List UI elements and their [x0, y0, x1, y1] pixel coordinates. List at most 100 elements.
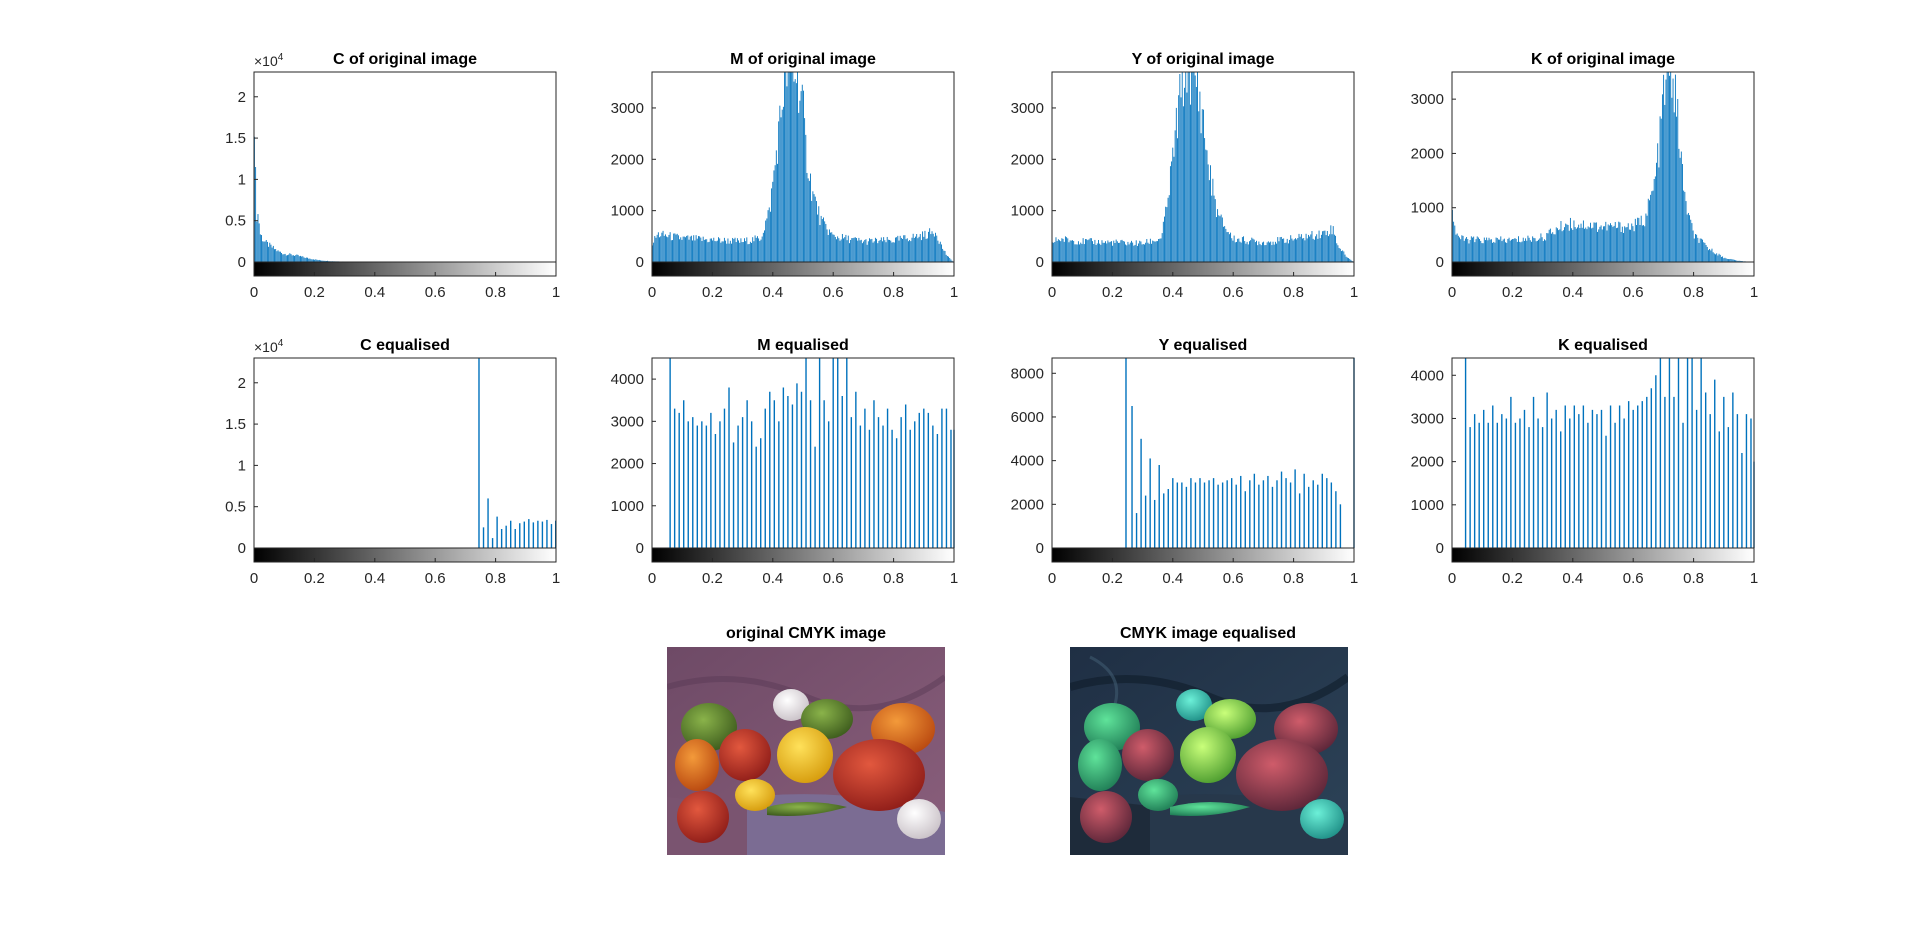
histogram-bar [1738, 260, 1740, 262]
histogram-bar [1703, 242, 1705, 262]
y-tick-label: 1000 [1011, 203, 1044, 220]
histogram-bar [1572, 229, 1574, 262]
x-tick-label: 0.4 [762, 570, 783, 587]
histogram-bar [1061, 238, 1063, 262]
histogram-bar [897, 235, 899, 262]
panel-title: M equalised [757, 337, 849, 354]
histogram-bar [777, 163, 778, 262]
histogram-bar [271, 247, 273, 262]
histogram-bar [296, 254, 298, 262]
histogram-bar [662, 230, 664, 262]
histogram-bar [1591, 228, 1593, 262]
histogram-bar [1063, 241, 1065, 262]
histogram-bar [782, 106, 784, 262]
histogram-bar [1650, 194, 1652, 262]
histogram-bar [790, 72, 791, 262]
histogram-bar [854, 237, 856, 262]
histogram-bar [788, 72, 790, 262]
histogram-bar [1158, 239, 1160, 262]
histogram-bar [762, 232, 764, 262]
x-tick-label: 1 [1350, 570, 1358, 587]
histogram-bar [1613, 225, 1615, 262]
histogram-bar [1246, 241, 1248, 262]
histogram-bar [1116, 241, 1118, 262]
histogram-bar [733, 239, 735, 262]
histogram-bar [718, 237, 719, 262]
histogram-bar [310, 259, 312, 262]
histogram-bar [1217, 209, 1219, 262]
histogram-bar [1323, 230, 1325, 262]
histogram-bar [1161, 233, 1163, 262]
histogram-bar [839, 240, 841, 262]
histogram-bar [270, 244, 272, 262]
histogram-bar [1469, 240, 1471, 262]
histogram-bar [935, 232, 937, 262]
histogram-bar [798, 112, 800, 262]
gray-colorbar [253, 547, 557, 563]
histogram-bar [275, 249, 277, 262]
histogram-bar [826, 229, 828, 262]
histogram-bar [1728, 259, 1729, 262]
y-tick-label: 4000 [1011, 453, 1044, 470]
histogram-bar [1165, 206, 1167, 262]
y-tick-label: 6000 [1011, 409, 1044, 426]
histogram-bar [775, 150, 777, 262]
histogram-bar [1621, 226, 1623, 262]
histogram-bar [1717, 255, 1719, 262]
histogram-bar [745, 241, 747, 262]
histogram-bar [287, 255, 288, 262]
panel-title: C of original image [333, 51, 477, 68]
histogram-bar [1133, 245, 1135, 262]
x-tick-label: 0.2 [1102, 570, 1123, 587]
histogram-bar [1737, 260, 1739, 262]
histogram-bar [1686, 214, 1688, 262]
histogram-bar [1119, 242, 1121, 262]
histogram-bar [1597, 231, 1598, 262]
histogram-bar [1503, 238, 1505, 262]
histogram-bar [1628, 229, 1630, 262]
histogram-bar [719, 238, 721, 262]
histogram-bar [668, 234, 670, 262]
histogram-bar [1595, 222, 1597, 262]
histogram-bar [1126, 245, 1128, 262]
histogram-bar [1305, 233, 1307, 262]
histogram-bar [1527, 235, 1529, 262]
histogram-bar [274, 249, 275, 262]
histogram-bar [1206, 150, 1208, 262]
histogram-panel: M of original image 0 1000 2000 3000 0 0.2 0.4 0… [611, 51, 959, 301]
histogram-bar [1540, 233, 1542, 262]
histogram-bar [732, 237, 734, 262]
histogram-bar [837, 236, 839, 262]
histogram-bar [1228, 234, 1230, 262]
histogram-bar [1087, 240, 1089, 262]
y-tick-label: 4000 [611, 371, 644, 388]
histogram-bar [725, 240, 727, 262]
histogram-bar [1199, 91, 1201, 263]
histogram-bar [1645, 213, 1647, 262]
histogram-bar [1710, 250, 1712, 262]
x-tick-label: 0 [1448, 284, 1456, 301]
histogram-bar [715, 241, 717, 262]
histogram-bar [910, 241, 912, 262]
histogram-bar [768, 207, 770, 262]
histogram-bar [1070, 240, 1072, 262]
histogram-bar [1186, 92, 1188, 263]
histogram-bar [1203, 109, 1204, 262]
histogram-bar [693, 235, 695, 262]
histogram-bar [1310, 234, 1312, 262]
histogram-bar [1258, 241, 1260, 262]
y-tick-label: 0 [238, 540, 246, 557]
histogram-bar [1584, 228, 1586, 262]
histogram-bar [1482, 243, 1484, 262]
histogram-bar [1729, 259, 1731, 262]
histogram-bar [861, 243, 863, 262]
x-tick-label: 0.6 [1223, 284, 1244, 301]
y-tick-label: 2 [238, 89, 246, 106]
histogram-bar [1123, 241, 1125, 262]
histogram-bar [1516, 241, 1518, 262]
histogram-bar [1569, 217, 1571, 262]
histogram-bar [1129, 242, 1131, 262]
histogram-bar [1490, 239, 1492, 262]
histogram-bar [1074, 244, 1076, 262]
histogram-bar [1142, 244, 1144, 262]
